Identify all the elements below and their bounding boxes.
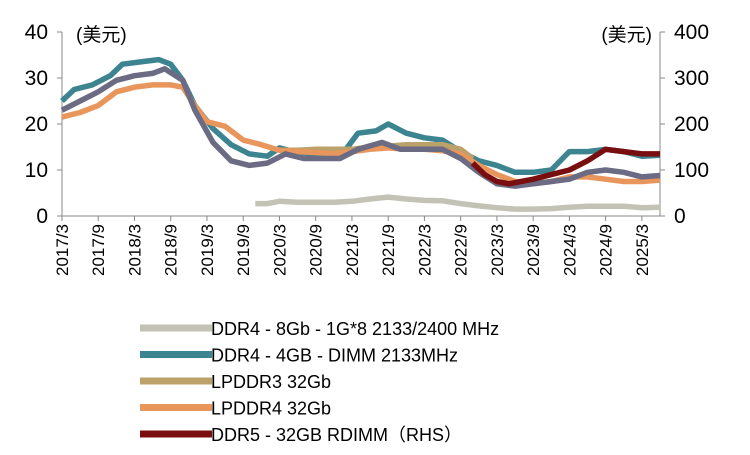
series-line-5 bbox=[60, 66, 661, 189]
legend-label: LPDDR4 32Gb bbox=[211, 399, 331, 419]
legend-label: DDR4 - 4GB - DIMM 2133MHz bbox=[211, 346, 458, 366]
legend-label: DDR4 - 8Gb - 1G*8 2133/2400 MHz bbox=[211, 319, 499, 339]
x-axis-tick-label: 2021/9 bbox=[379, 224, 398, 276]
left-axis-tick-label: 40 bbox=[25, 21, 48, 44]
left-axis-tick-label: 30 bbox=[25, 67, 48, 90]
left-axis-unit: (美元) bbox=[76, 24, 127, 46]
series-line-1 bbox=[255, 194, 661, 212]
x-axis-tick-label: 2017/3 bbox=[53, 224, 72, 276]
x-axis-tick-label: 2019/9 bbox=[234, 224, 253, 276]
x-axis-tick-label: 2021/3 bbox=[343, 224, 362, 276]
chart-legend: DDR4 - 8Gb - 1G*8 2133/2400 MHz DDR4 - 4G… bbox=[140, 319, 499, 445]
left-axis-tick-label: 20 bbox=[25, 113, 48, 136]
x-axis-tick-label: 2019/3 bbox=[198, 224, 217, 276]
legend-label: DDR5 - 32GB RDIMM（RHS） bbox=[211, 425, 462, 445]
right-axis-tick-label: 0 bbox=[674, 205, 686, 228]
x-axis-tick-label: 2018/9 bbox=[162, 224, 181, 276]
x-axis-tick-label: 2020/3 bbox=[270, 224, 289, 276]
x-axis-tick-label: 2022/9 bbox=[452, 224, 471, 276]
x-axis-tick-label: 2023/9 bbox=[524, 224, 543, 276]
x-axis-tick-label: 2024/3 bbox=[560, 224, 579, 276]
chart-series-lines bbox=[60, 56, 661, 212]
x-axis-tick-labels: 2017/3 2017/9 2018/3 2018/9 2019/3 2019/9 2020… bbox=[53, 216, 652, 276]
x-axis-tick-label: 2022/3 bbox=[415, 224, 434, 276]
right-axis-unit: (美元) bbox=[601, 24, 652, 46]
x-axis-tick-label: 2020/9 bbox=[307, 224, 326, 276]
x-axis-tick-label: 2023/3 bbox=[488, 224, 507, 276]
x-axis-tick-label: 2018/3 bbox=[125, 224, 144, 276]
series-line-2 bbox=[60, 56, 661, 176]
right-axis-tick-label: 400 bbox=[674, 21, 709, 44]
left-axis-tick-label: 0 bbox=[36, 205, 48, 228]
legend-label: LPDDR3 32Gb bbox=[211, 372, 331, 392]
right-axis-tick-label: 100 bbox=[674, 159, 709, 182]
x-axis-tick-label: 2025/3 bbox=[633, 224, 652, 276]
right-axis-tick-label: 200 bbox=[674, 113, 709, 136]
series-line-6 bbox=[470, 146, 660, 187]
x-axis-tick-label: 2024/9 bbox=[597, 224, 616, 276]
left-axis-tick-label: 10 bbox=[25, 159, 48, 182]
right-axis-tick-label: 300 bbox=[674, 67, 709, 90]
x-axis-tick-label: 2017/9 bbox=[89, 224, 108, 276]
